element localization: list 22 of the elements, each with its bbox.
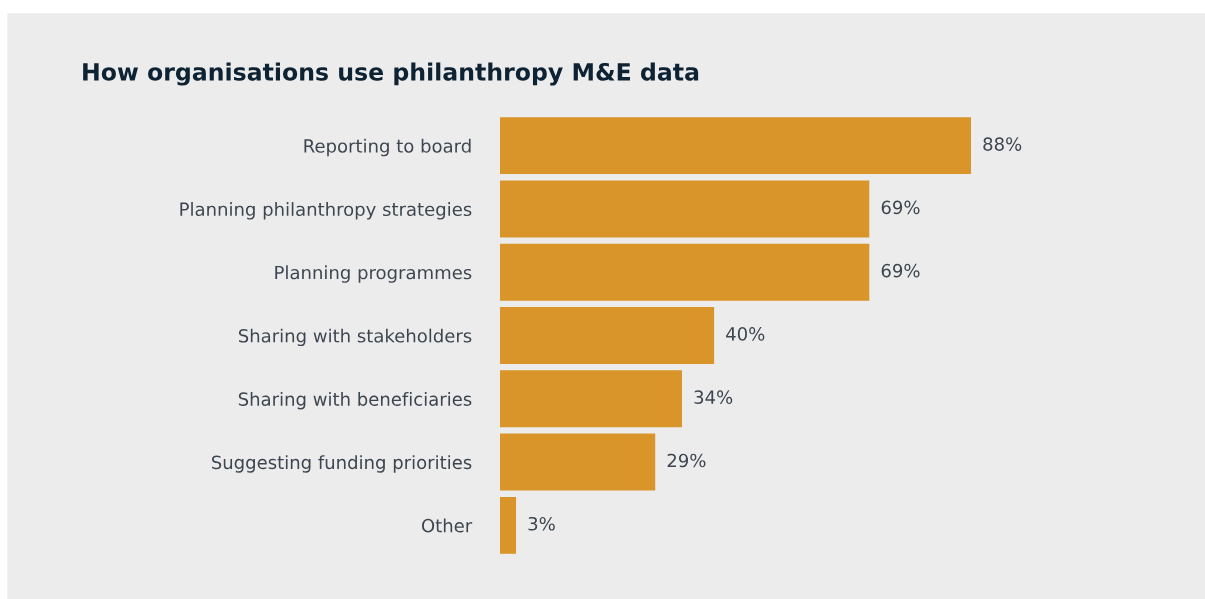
bar: [500, 117, 971, 175]
bar: [500, 496, 517, 554]
bar: [500, 307, 715, 364]
data-label: 29%: [667, 453, 706, 468]
data-label: 69%: [881, 200, 920, 215]
bar: [500, 370, 682, 428]
bar: [500, 243, 870, 301]
bar: [500, 180, 870, 238]
y-tick-label: Other: [421, 518, 473, 533]
chart-title: How organisations use philanthropy M&E data: [83, 62, 699, 86]
y-tick-label: Reporting to board: [304, 138, 471, 157]
y-tick-label: Sharing with beneficiaries: [238, 391, 472, 410]
data-label: 3%: [528, 516, 555, 531]
y-tick-label: Sharing with stakeholders: [238, 328, 472, 347]
y-tick-label: Planning programmes: [275, 265, 472, 283]
y-tick-label: Planning philanthropy strategies: [180, 202, 472, 220]
data-label: 69%: [881, 263, 920, 278]
y-tick-label: Suggesting funding priorities: [211, 455, 472, 473]
data-label: 34%: [694, 390, 733, 405]
bar: [500, 433, 656, 491]
data-label: 40%: [726, 327, 765, 341]
data-label: 88%: [983, 137, 1022, 151]
